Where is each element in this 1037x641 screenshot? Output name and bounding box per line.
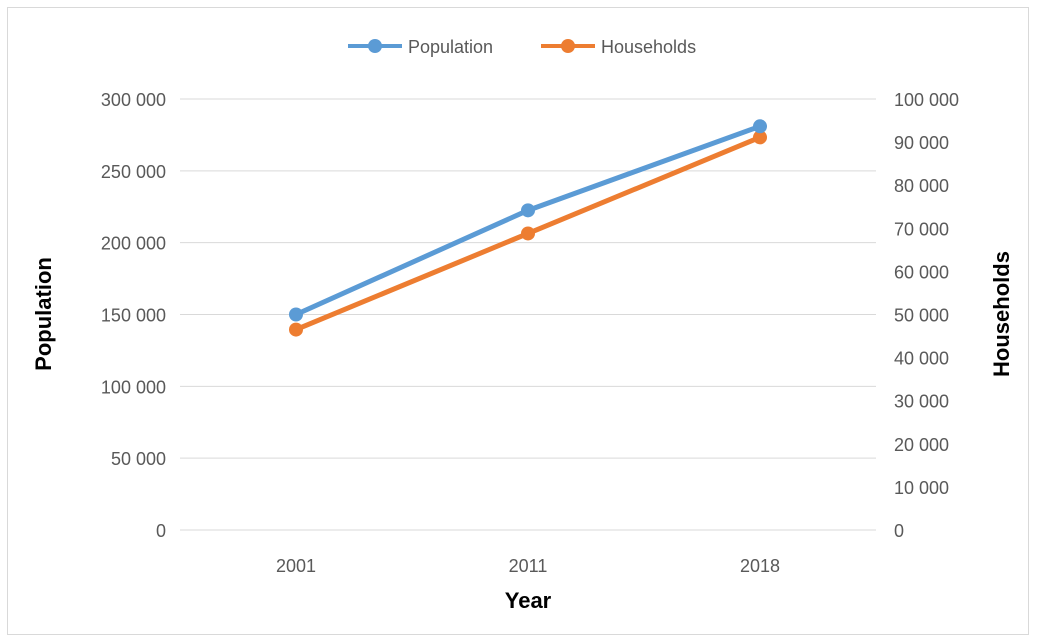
x-tick-label: 2018 (740, 556, 780, 576)
y-tick-label-left: 300 000 (101, 90, 166, 110)
y-tick-label-right: 70 000 (894, 219, 949, 239)
legend-item-households: Households (541, 37, 696, 57)
legend-marker-population (368, 39, 382, 53)
series-households (289, 130, 767, 337)
legend: Population Households (348, 37, 696, 57)
series-population (289, 119, 767, 322)
y-tick-label-left: 150 000 (101, 306, 166, 326)
data-point-population (753, 119, 767, 134)
series (289, 119, 767, 337)
y-tick-label-left: 50 000 (111, 449, 166, 469)
y-tick-label-right: 100 000 (894, 90, 959, 110)
x-axis-ticks: 2001 2011 2018 (276, 556, 780, 576)
legend-label-households: Households (601, 37, 696, 57)
x-tick-label: 2001 (276, 556, 316, 576)
data-point-households (521, 226, 535, 241)
y-tick-label-right: 10 000 (894, 478, 949, 498)
y-tick-label-left: 200 000 (101, 234, 166, 254)
legend-marker-households (561, 39, 575, 53)
y-tick-label-left: 0 (156, 521, 166, 541)
gridlines (180, 98, 876, 531)
y-tick-label-right: 20 000 (894, 435, 949, 455)
y-tick-label-right: 90 000 (894, 133, 949, 153)
y-tick-label-right: 0 (894, 521, 904, 541)
x-tick-label: 2011 (509, 556, 548, 576)
x-axis-title: Year (505, 588, 552, 613)
data-point-households (289, 322, 303, 337)
y-tick-label-right: 40 000 (894, 349, 949, 369)
data-point-population (289, 307, 303, 322)
y-tick-label-left: 100 000 (101, 377, 166, 397)
legend-label-population: Population (408, 37, 493, 57)
left-axis-ticks: 0 50 000 100 000 150 000 200 000 250 000 300 0… (101, 90, 166, 541)
y-tick-label-left: 250 000 (101, 162, 166, 182)
y-axis-title-left: Population (31, 257, 56, 371)
y-tick-label-right: 50 000 (894, 306, 949, 326)
y-tick-label-right: 60 000 (894, 262, 949, 282)
y-tick-label-right: 80 000 (894, 176, 949, 196)
data-point-households (753, 130, 767, 145)
right-axis-ticks: 0 10 000 20 000 30 000 40 000 50 000 60 000 70 … (894, 90, 959, 541)
legend-item-population: Population (348, 37, 493, 57)
y-tick-label-right: 30 000 (894, 392, 949, 412)
data-point-population (521, 203, 535, 218)
series-line-population (293, 123, 763, 317)
y-axis-title-right: Households (989, 251, 1014, 377)
